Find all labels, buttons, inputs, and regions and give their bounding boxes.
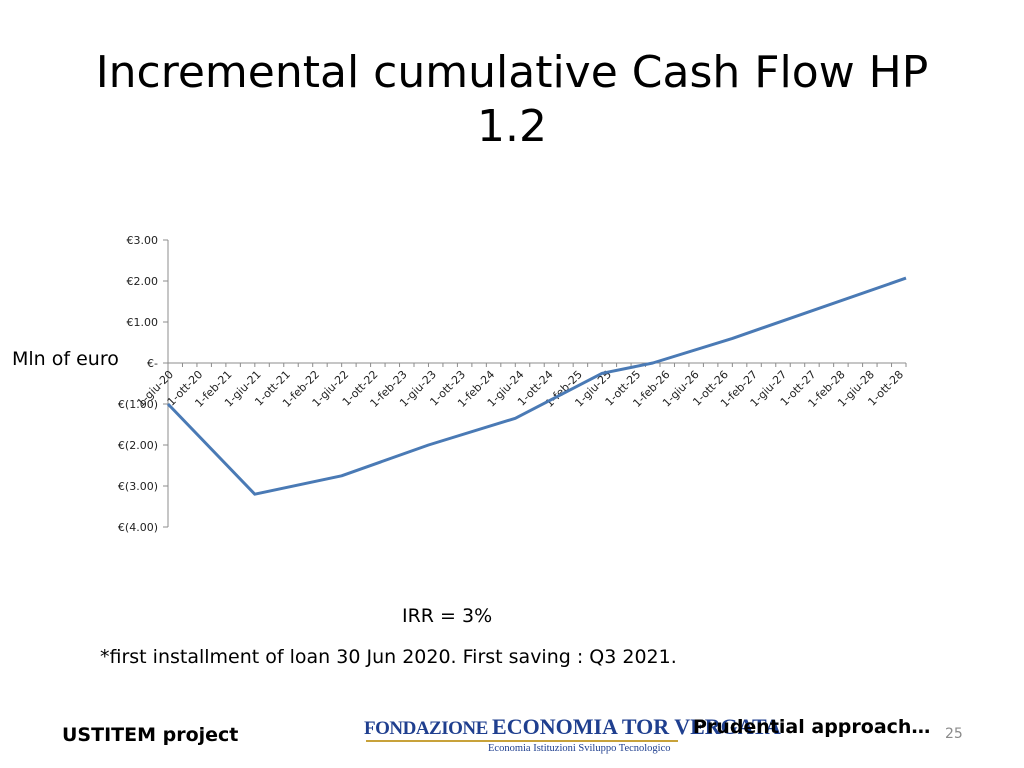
chart-axes (167, 240, 907, 527)
y-tick-label: €(3.00) (118, 480, 158, 493)
x-tick-labels: 1-giu-201-ott-201-feb-211-giu-211-ott-21… (134, 368, 906, 410)
y-tick-label: €(2.00) (118, 439, 158, 452)
slide-title: Incremental cumulative Cash Flow HP 1.2 (62, 46, 962, 154)
y-tick-label: €3.00 (127, 234, 159, 247)
slide-title-line-1: Incremental cumulative Cash Flow HP (95, 47, 929, 98)
logo-text-fondazione: FONDAZIONE (364, 718, 493, 739)
y-tick-label: €1.00 (127, 316, 159, 329)
irr-label: IRR = 3% (402, 605, 493, 627)
y-tick-label: €(1.00) (118, 398, 158, 411)
logo-text-economia: ECONOMIA TOR VERGATA (492, 714, 781, 739)
y-axis-label: Mln of euro (12, 348, 119, 370)
y-tick-label: €- (147, 357, 158, 370)
logo-subtitle: Economia Istituzioni Sviluppo Tecnologic… (488, 743, 671, 754)
logo-divider (366, 740, 678, 742)
y-tick-labels: €3.00 €2.00 €1.00 €- €(1.00) €(2.00) €(3.00) €(… (118, 234, 168, 534)
chart-series (166, 276, 907, 496)
project-label: USTITEM project (62, 724, 239, 746)
approach-label: Prudential approach… (693, 716, 931, 738)
fondazione-logo: FONDAZIONE ECONOMIA TOR VERGATA Economia… (364, 714, 781, 756)
y-tick-label: €2.00 (127, 275, 159, 288)
slide-title-line-2: 1.2 (477, 101, 547, 152)
footnote: *first installment of loan 30 Jun 2020. … (100, 646, 677, 668)
page-number: 25 (945, 726, 963, 742)
y-tick-label: €(4.00) (118, 521, 158, 534)
series-line (166, 276, 907, 496)
